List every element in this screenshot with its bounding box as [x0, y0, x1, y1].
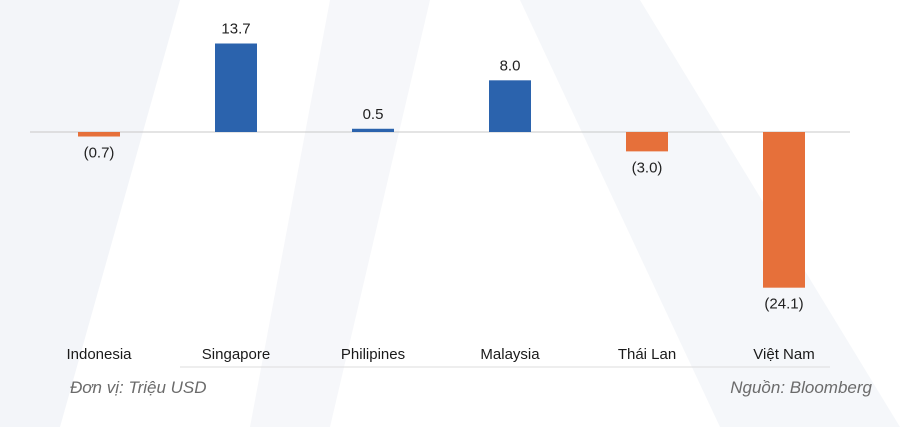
data-label-1: 13.7	[221, 21, 250, 38]
data-label-5: (24.1)	[764, 296, 803, 313]
category-label-0: Indonesia	[66, 346, 132, 363]
unit-note: Đơn vị: Triệu USD	[70, 378, 207, 397]
category-label-1: Singapore	[202, 346, 270, 363]
data-label-0: (0.7)	[84, 145, 115, 162]
data-label-3: 8.0	[500, 57, 521, 74]
category-label-4: Thái Lan	[618, 346, 676, 363]
bar-0	[78, 132, 120, 137]
category-label-3: Malaysia	[480, 346, 540, 363]
bar-2	[352, 128, 394, 132]
data-label-2: 0.5	[363, 106, 384, 123]
source-note: Nguồn: Bloomberg	[730, 378, 872, 397]
category-label-5: Việt Nam	[753, 346, 814, 363]
data-label-4: (3.0)	[632, 159, 663, 176]
category-label-2: Philipines	[341, 346, 405, 363]
bar-1	[215, 43, 257, 132]
bar-4	[626, 132, 668, 152]
bar-5	[763, 132, 805, 288]
bar-3	[489, 80, 531, 132]
